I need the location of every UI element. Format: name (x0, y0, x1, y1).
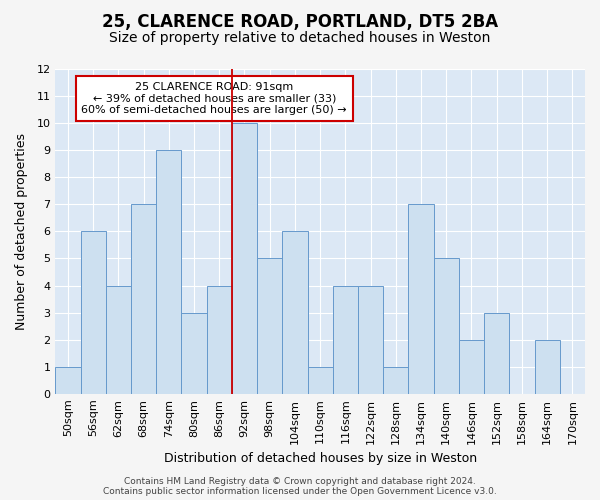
Bar (409, 204, 434, 394)
Bar (459, 340, 484, 394)
Bar (333, 286, 358, 394)
Bar (434, 258, 459, 394)
Bar (55, 366, 80, 394)
Bar (257, 258, 283, 394)
Bar (358, 286, 383, 394)
Text: 25, CLARENCE ROAD, PORTLAND, DT5 2BA: 25, CLARENCE ROAD, PORTLAND, DT5 2BA (102, 12, 498, 30)
Bar (283, 232, 308, 394)
Y-axis label: Number of detached properties: Number of detached properties (15, 133, 28, 330)
Bar (232, 123, 257, 394)
Bar (156, 150, 181, 394)
Bar (206, 286, 232, 394)
Bar (131, 204, 156, 394)
Bar (106, 286, 131, 394)
Bar (308, 366, 333, 394)
Text: 25 CLARENCE ROAD: 91sqm
← 39% of detached houses are smaller (33)
60% of semi-de: 25 CLARENCE ROAD: 91sqm ← 39% of detache… (82, 82, 347, 115)
Bar (383, 366, 409, 394)
Bar (484, 312, 509, 394)
Bar (181, 312, 206, 394)
Text: Contains HM Land Registry data © Crown copyright and database right 2024.
Contai: Contains HM Land Registry data © Crown c… (103, 476, 497, 496)
Text: Size of property relative to detached houses in Weston: Size of property relative to detached ho… (109, 31, 491, 45)
Bar (535, 340, 560, 394)
X-axis label: Distribution of detached houses by size in Weston: Distribution of detached houses by size … (164, 452, 477, 465)
Bar (80, 232, 106, 394)
